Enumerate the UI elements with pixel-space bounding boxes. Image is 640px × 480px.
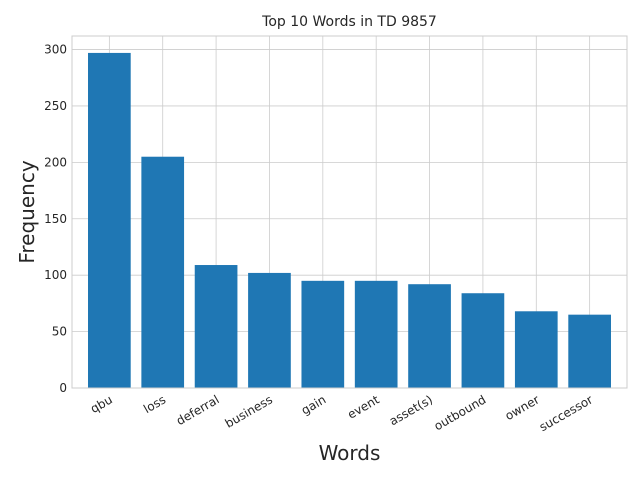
x-tick-labels: qbu loss deferral business gain event asset(s)… xyxy=(88,392,595,434)
bars xyxy=(88,52,611,389)
y-tick-labels: 0 50 100 150 200 250 300 xyxy=(44,43,67,395)
y-tick-label: 50 xyxy=(52,325,67,339)
x-tick-label: outbound xyxy=(432,392,489,433)
y-tick-label: 0 xyxy=(59,381,67,395)
bar-event xyxy=(354,280,398,388)
x-tick-label: event xyxy=(345,392,382,421)
bar-business xyxy=(248,272,291,388)
x-tick-label: successor xyxy=(537,392,595,434)
y-tick-label: 300 xyxy=(44,43,67,57)
y-axis-title: Frequency xyxy=(15,160,39,263)
plot-frame xyxy=(71,35,628,389)
y-tick-label: 250 xyxy=(44,99,67,113)
x-tick-label: loss xyxy=(141,392,168,416)
bar-asset-s xyxy=(408,284,451,388)
x-tick-label: asset(s) xyxy=(387,392,435,428)
chart-title: Top 10 Words in TD 9857 xyxy=(261,14,437,30)
x-tick-label: owner xyxy=(503,392,542,423)
y-tick-label: 200 xyxy=(44,155,67,169)
y-tick-label: 100 xyxy=(44,268,67,282)
x-tick-label: business xyxy=(223,392,275,430)
x-tick-label: gain xyxy=(299,392,328,417)
bar-qbu xyxy=(88,52,131,389)
bar-outbound xyxy=(461,293,505,388)
bar-loss xyxy=(141,156,185,388)
x-axis-title: Words xyxy=(319,441,381,465)
bar-deferral xyxy=(194,265,238,388)
bar-gain xyxy=(301,280,345,388)
x-tick-label: qbu xyxy=(88,392,115,416)
bar-owner xyxy=(514,311,558,388)
y-tick-label: 150 xyxy=(44,212,67,226)
x-tick-label: deferral xyxy=(174,392,222,428)
bar-successor xyxy=(568,314,611,388)
